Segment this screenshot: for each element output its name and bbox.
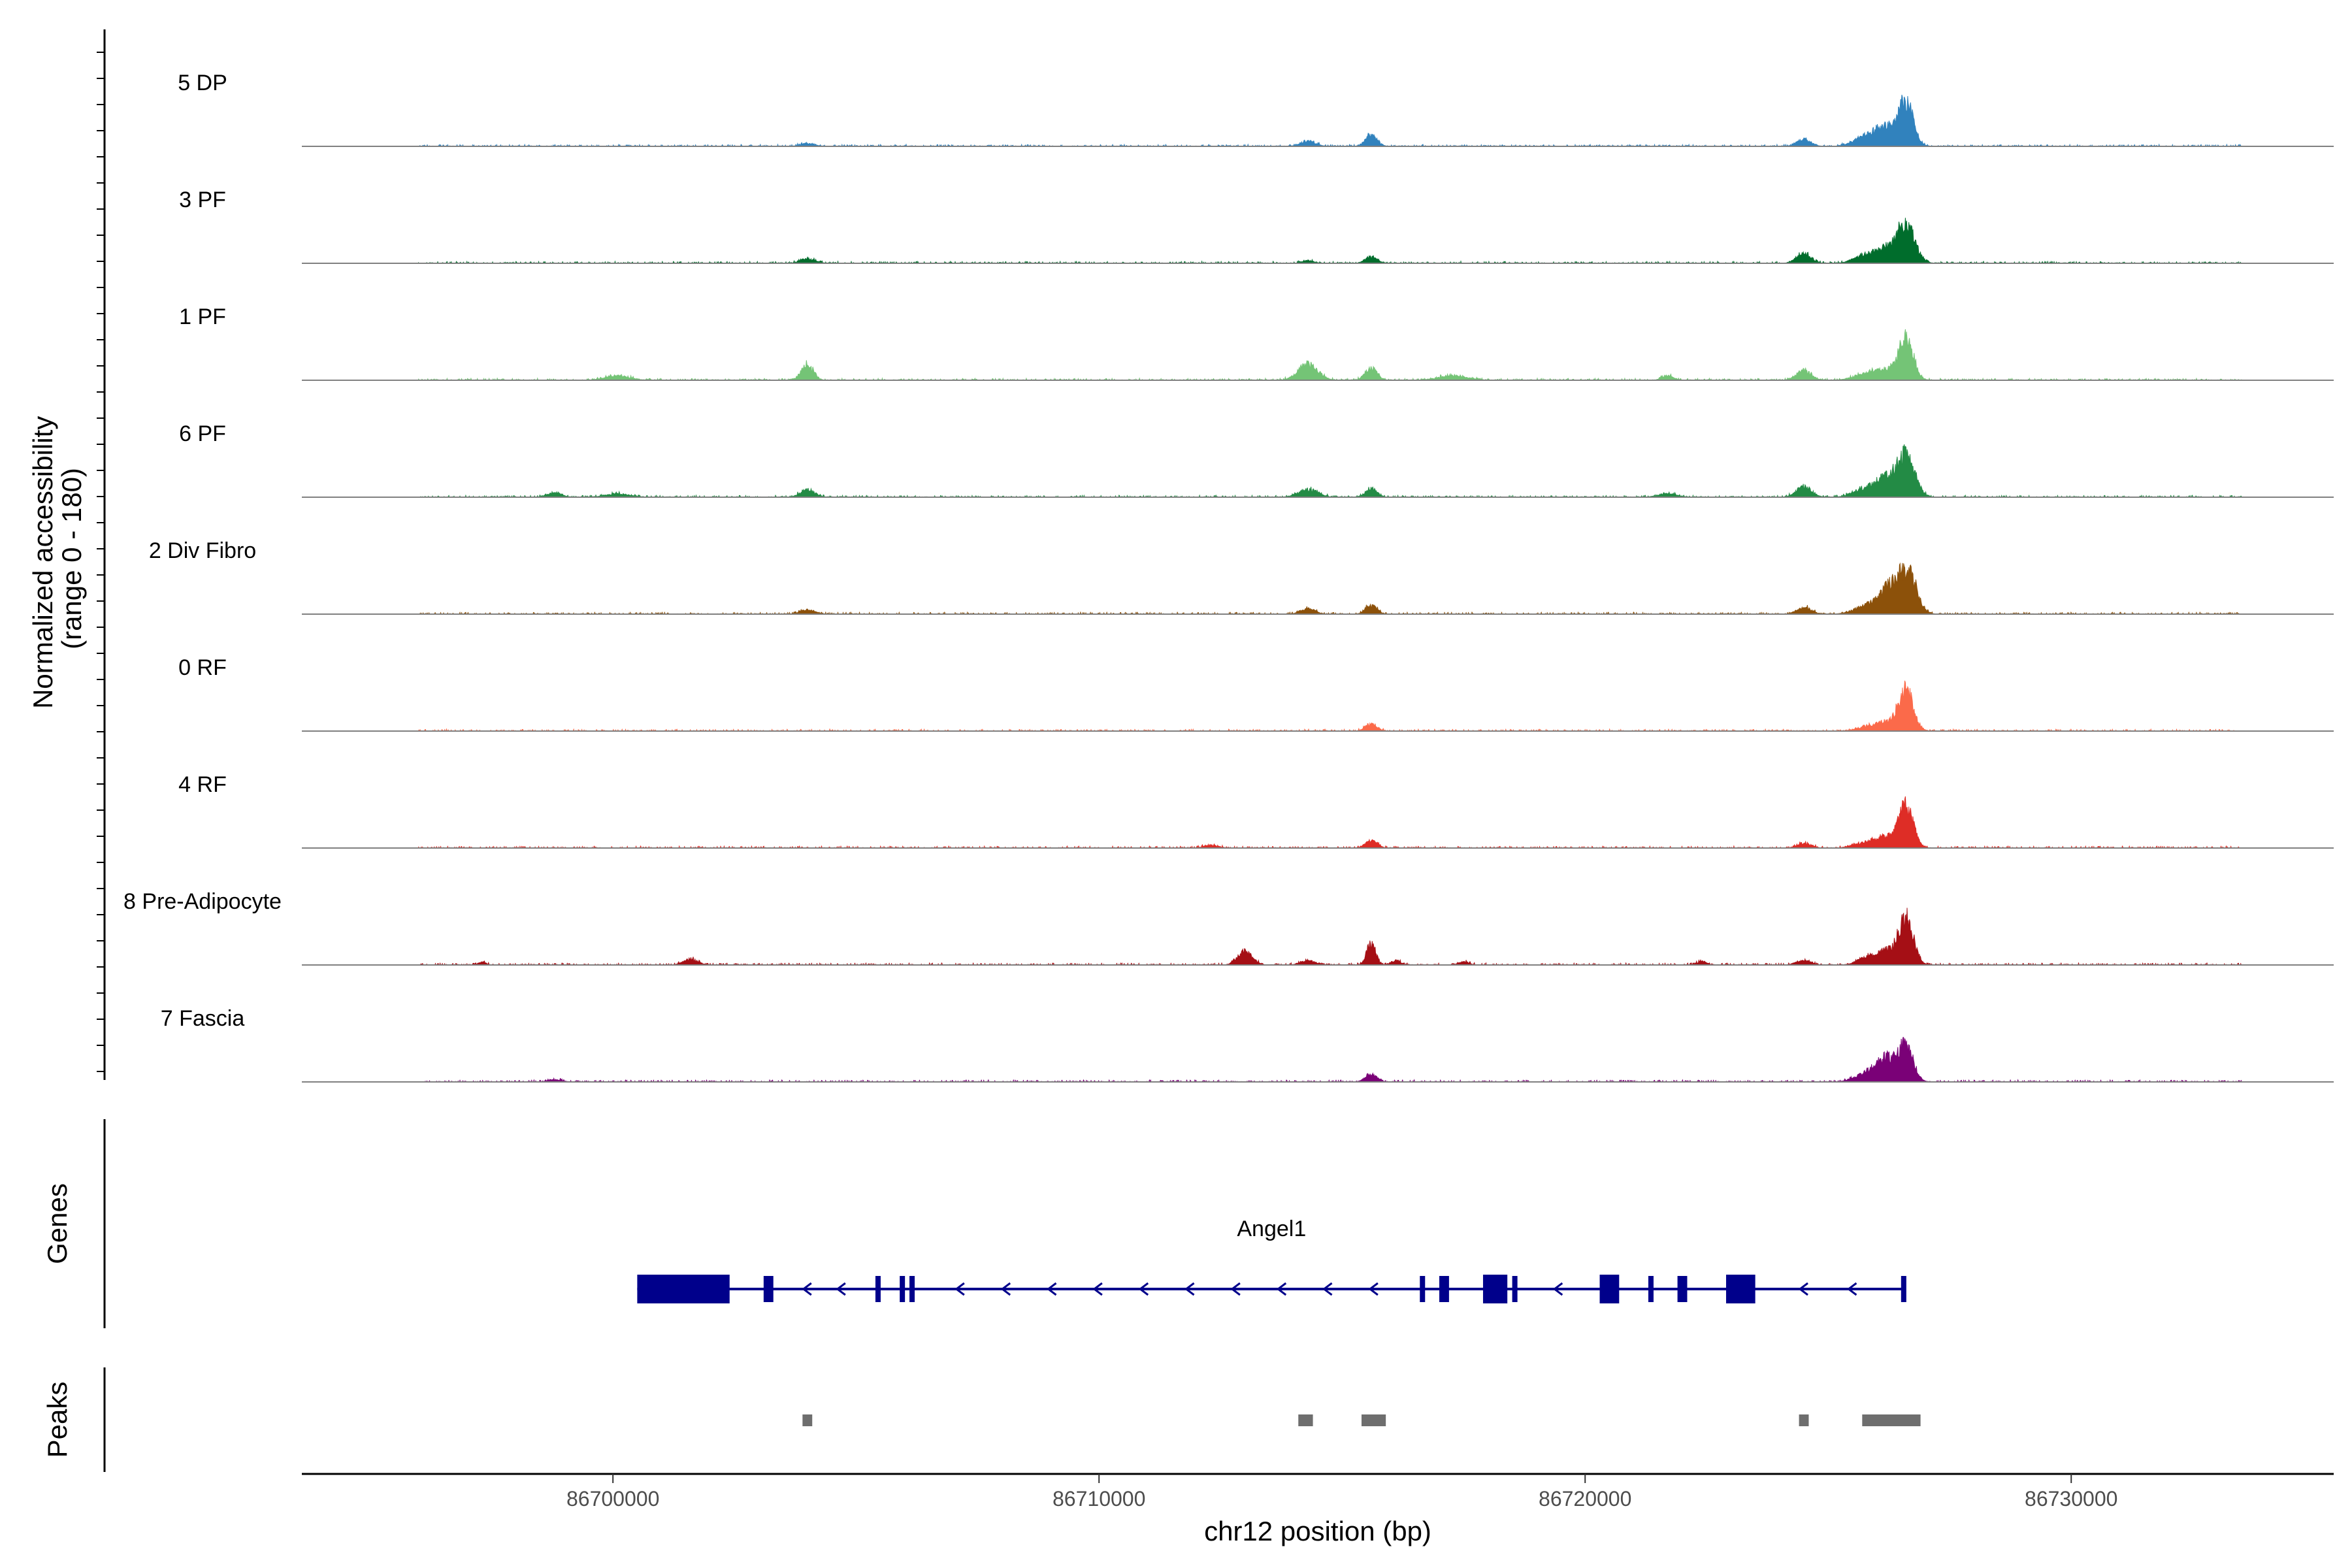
coverage-panel: Normalized accessibility (range 0 - 180)…	[27, 29, 2334, 1083]
gene-exon	[1901, 1276, 1906, 1302]
gene-model: Angel1	[637, 1217, 1906, 1303]
strand-arrow	[836, 1282, 846, 1296]
peaks-panel: Peaks	[42, 1367, 1921, 1472]
peak-region	[802, 1414, 813, 1426]
track-label-3-pf: 3 PF	[179, 188, 226, 212]
track-4-rf: 4 RF	[178, 772, 2334, 849]
coverage-y-axis-title-line1: Normalized accessibility	[27, 416, 58, 709]
track-label-4-rf: 4 RF	[178, 772, 227, 797]
coverage-y-axis-title: Normalized accessibility (range 0 - 180)	[27, 408, 87, 709]
peak-region	[1298, 1414, 1313, 1426]
track-label-1-pf: 1 PF	[179, 304, 226, 329]
genes-panel: Genes Angel1	[42, 1119, 1906, 1328]
track-2-div-fibro: 2 Div Fibro	[149, 538, 2334, 615]
gene-exon	[763, 1276, 774, 1302]
gene-exon	[1482, 1275, 1508, 1303]
strand-arrow	[1138, 1282, 1149, 1296]
coverage-y-axis-title-line2: (range 0 - 180)	[56, 468, 87, 649]
track-3-pf: 3 PF	[179, 188, 2334, 265]
x-axis-ticks: 86700000 86710000 86720000 86730000	[566, 1474, 2117, 1511]
peak-region	[1799, 1414, 1809, 1426]
x-tick-label: 86710000	[1053, 1487, 1145, 1511]
peaks-panel-title: Peaks	[42, 1382, 73, 1458]
gene-exon	[1420, 1276, 1426, 1302]
strand-arrow	[1184, 1282, 1195, 1296]
track-6-pf: 6 PF	[179, 421, 2334, 498]
gene-exon	[1677, 1276, 1688, 1302]
strand-arrow	[1368, 1282, 1379, 1296]
track-1-pf: 1 PF	[179, 304, 2334, 382]
track-7-fascia: 7 Fascia	[161, 1006, 2334, 1083]
track-0-rf: 0 RF	[178, 655, 2334, 732]
gene-exon	[875, 1276, 881, 1302]
coverage-y-ticks	[97, 52, 105, 1072]
gene-exon	[909, 1276, 915, 1302]
track-label-7-fascia: 7 Fascia	[161, 1006, 245, 1031]
x-tick-label: 86700000	[566, 1487, 659, 1511]
strand-arrow	[955, 1282, 965, 1296]
strand-arrow	[1276, 1282, 1287, 1296]
strand-arrow	[1846, 1282, 1857, 1296]
gene-exon	[637, 1275, 730, 1303]
gene-exon	[1725, 1275, 1756, 1303]
strand-arrow	[1000, 1282, 1011, 1296]
track-label-8-pre-adipocyte: 8 Pre-Adipocyte	[123, 889, 282, 914]
gene-exon	[1439, 1276, 1449, 1302]
coverage-area-5-dp	[418, 94, 2242, 148]
track-label-2-div-fibro: 2 Div Fibro	[149, 538, 256, 563]
x-tick-label: 86730000	[2025, 1487, 2117, 1511]
track-label-5-dp: 5 DP	[178, 71, 227, 95]
track-8-pre-adipocyte: 8 Pre-Adipocyte	[123, 889, 2334, 966]
gene-name-label: Angel1	[1237, 1217, 1306, 1241]
gene-exon	[1599, 1275, 1620, 1303]
track-5-dp: 5 DP	[178, 71, 2334, 148]
strand-arrow	[1092, 1282, 1103, 1296]
strand-arrow	[1552, 1282, 1563, 1296]
gene-exon	[1648, 1276, 1654, 1302]
x-axis: 86700000 86710000 86720000 86730000 chr12 p…	[302, 1473, 2334, 1546]
x-tick-label: 86720000	[1539, 1487, 1631, 1511]
peak-region	[1361, 1414, 1386, 1426]
track-label-0-rf: 0 RF	[178, 655, 227, 680]
peak-regions	[802, 1414, 1921, 1426]
strand-arrow	[802, 1282, 812, 1296]
genes-panel-title: Genes	[42, 1183, 73, 1264]
strand-arrow	[1322, 1282, 1333, 1296]
coverage-tracks: 5 DP 3 PF 1 PF 6 PF 2 Div Fibro 0 RF 4 RF 8 Pre…	[123, 71, 2334, 1083]
strand-arrow	[1230, 1282, 1241, 1296]
gene-exon	[900, 1276, 906, 1302]
track-label-6-pf: 6 PF	[179, 421, 226, 446]
gene-exon	[1512, 1276, 1518, 1302]
strand-arrow	[1798, 1282, 1808, 1296]
strand-arrow	[1046, 1282, 1057, 1296]
peak-region	[1862, 1414, 1921, 1426]
x-axis-title: chr12 position (bp)	[1204, 1516, 1431, 1546]
